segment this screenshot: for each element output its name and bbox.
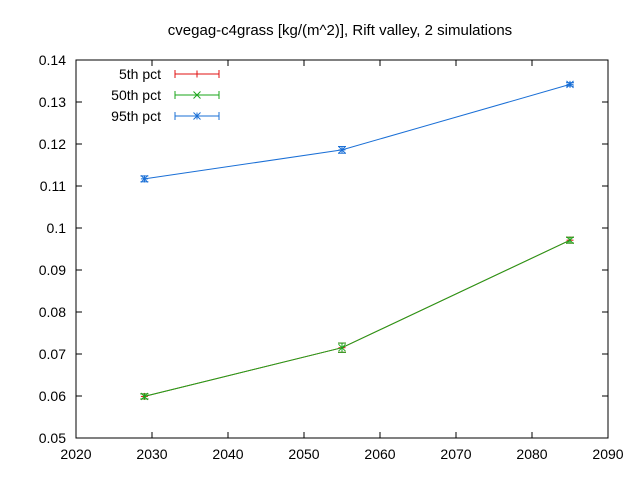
series-line (144, 239, 571, 397)
data-point (338, 343, 346, 352)
x-tick-label: 2040 (212, 446, 243, 462)
y-tick-label: 0.05 (39, 430, 66, 446)
y-tick-label: 0.13 (39, 94, 66, 110)
data-point (140, 392, 149, 401)
x-tick-label: 2090 (592, 446, 623, 462)
legend-label: 95th pct (111, 108, 161, 124)
y-tick-label: 0.08 (39, 304, 66, 320)
legend-label: 50th pct (111, 87, 161, 103)
y-tick-label: 0.09 (39, 262, 66, 278)
y-tick-label: 0.1 (47, 220, 67, 236)
chart-title: cvegag-c4grass [kg/(m^2)], Rift valley, … (168, 22, 512, 39)
series-line (144, 239, 571, 397)
y-tick-label: 0.14 (39, 52, 66, 68)
y-tick-label: 0.11 (40, 178, 66, 194)
x-tick-label: 2050 (288, 446, 319, 462)
x-tick-label: 2020 (60, 446, 91, 462)
series-50th-pct (140, 236, 574, 401)
y-tick-label: 0.12 (39, 136, 66, 152)
series-5th-pct (140, 236, 574, 400)
x-tick-label: 2030 (136, 446, 167, 462)
legend-swatch (174, 112, 220, 120)
axis-ticks: 2020 2030 2040 2050 2060 2070 2080 2090 0.05 0.06… (39, 52, 624, 462)
data-point (566, 236, 574, 245)
legend-swatch (174, 70, 220, 78)
series-line (144, 83, 571, 180)
x-tick-label: 2070 (440, 446, 471, 462)
data-point (338, 146, 346, 154)
x-tick-label: 2060 (364, 446, 395, 462)
series-95th-pct (140, 80, 574, 183)
data-point (140, 175, 149, 183)
x-tick-label: 2080 (516, 446, 547, 462)
plot-frame (75, 59, 609, 439)
y-tick-label: 0.07 (39, 346, 66, 362)
legend-swatch (174, 91, 220, 99)
data-point (566, 80, 574, 89)
legend-label: 5th pct (119, 66, 161, 82)
series-layer (140, 80, 574, 401)
legend: 5th pct 50th pct 95th pct (111, 66, 220, 124)
y-tick-label: 0.06 (39, 388, 66, 404)
